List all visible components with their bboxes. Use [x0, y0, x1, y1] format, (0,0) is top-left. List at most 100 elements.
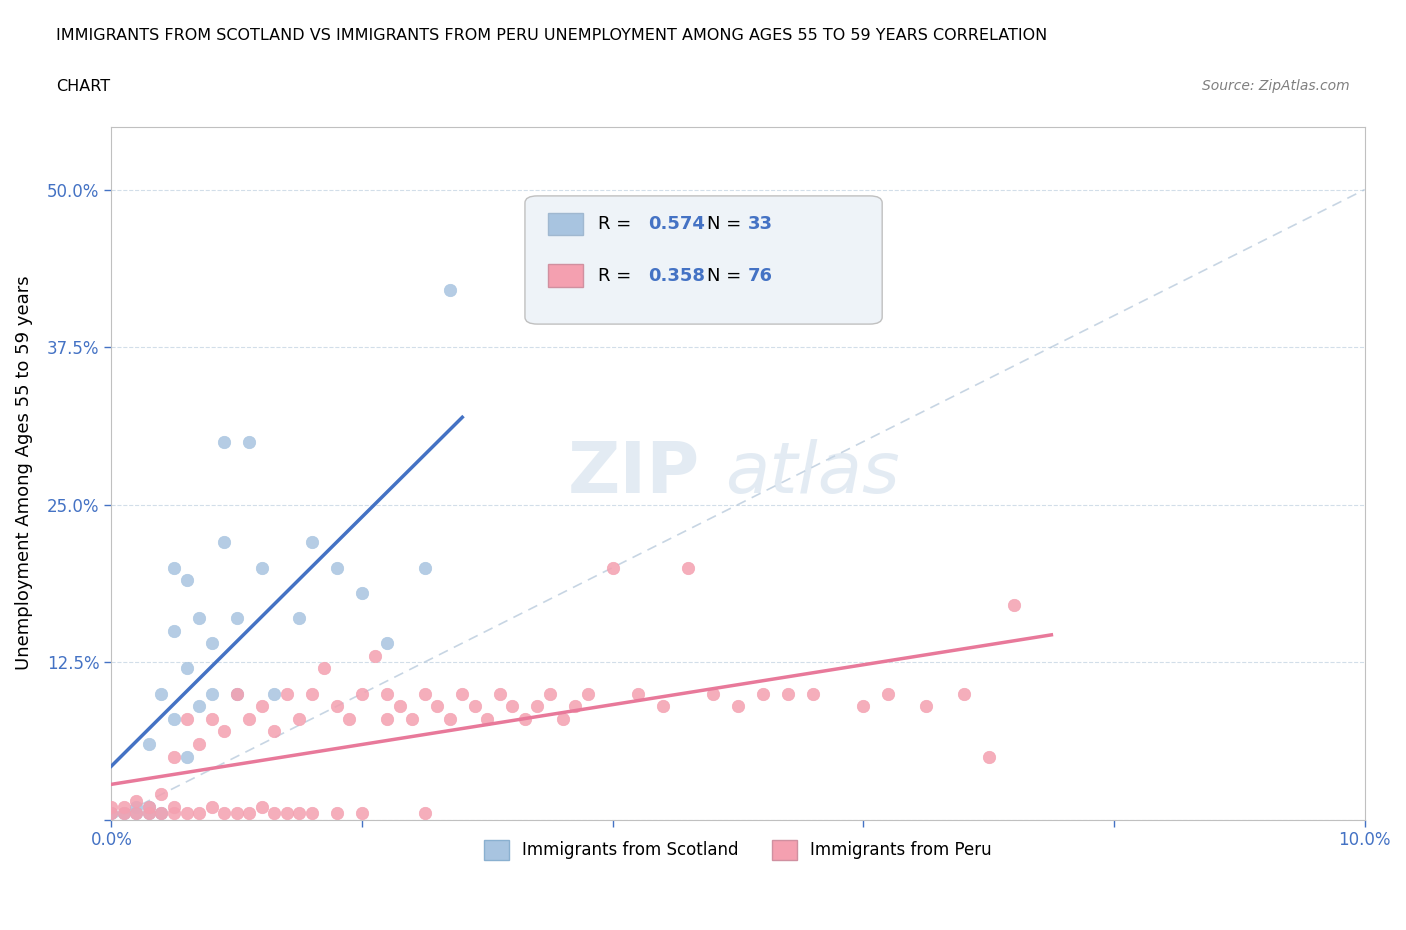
Point	[977, 749, 1000, 764]
Point	[125, 793, 148, 808]
Point	[413, 560, 436, 575]
Point	[602, 560, 624, 575]
Point	[388, 698, 411, 713]
Point	[326, 698, 349, 713]
Point	[538, 686, 561, 701]
Point	[401, 711, 423, 726]
Point	[238, 434, 260, 449]
Legend: Immigrants from Scotland, Immigrants from Peru: Immigrants from Scotland, Immigrants fro…	[477, 833, 998, 867]
Point	[188, 737, 211, 751]
Point	[513, 711, 536, 726]
Point	[150, 686, 173, 701]
Text: CHART: CHART	[56, 79, 110, 94]
Point	[200, 800, 222, 815]
Text: N =: N =	[707, 267, 747, 285]
Point	[350, 686, 373, 701]
Point	[350, 805, 373, 820]
Point	[250, 800, 273, 815]
Point	[138, 805, 160, 820]
Point	[451, 686, 474, 701]
Point	[627, 686, 650, 701]
Point	[852, 698, 875, 713]
Text: atlas: atlas	[725, 439, 900, 508]
Point	[176, 573, 198, 588]
Text: N =: N =	[707, 215, 747, 232]
Point	[238, 805, 260, 820]
Point	[413, 805, 436, 820]
Point	[288, 711, 311, 726]
Point	[100, 800, 122, 815]
Point	[125, 805, 148, 820]
Point	[413, 686, 436, 701]
Point	[778, 686, 800, 701]
Point	[727, 698, 749, 713]
Text: 0.574: 0.574	[648, 215, 704, 232]
Point	[138, 800, 160, 815]
Point	[188, 805, 211, 820]
Point	[464, 698, 486, 713]
Point	[212, 805, 235, 820]
Point	[477, 711, 499, 726]
Point	[276, 686, 298, 701]
Point	[263, 724, 285, 738]
Point	[163, 749, 186, 764]
Point	[288, 610, 311, 625]
Text: R =: R =	[598, 267, 637, 285]
Point	[375, 636, 398, 651]
Point	[176, 661, 198, 676]
Point	[212, 434, 235, 449]
Point	[801, 686, 824, 701]
Point	[138, 737, 160, 751]
Point	[163, 560, 186, 575]
Point	[112, 805, 135, 820]
Point	[326, 560, 349, 575]
Point	[551, 711, 574, 726]
Point	[200, 636, 222, 651]
Point	[439, 283, 461, 298]
Point	[138, 805, 160, 820]
Point	[564, 698, 586, 713]
Point	[952, 686, 974, 701]
Point	[212, 724, 235, 738]
Point	[100, 805, 122, 820]
Point	[350, 585, 373, 600]
Point	[225, 610, 247, 625]
Point	[212, 535, 235, 550]
Point	[526, 698, 548, 713]
Point	[375, 711, 398, 726]
Point	[877, 686, 900, 701]
Point	[125, 800, 148, 815]
Point	[301, 805, 323, 820]
Point	[150, 787, 173, 802]
Point	[439, 711, 461, 726]
Point	[163, 800, 186, 815]
Point	[200, 711, 222, 726]
FancyBboxPatch shape	[524, 196, 882, 324]
Point	[188, 610, 211, 625]
Point	[314, 661, 336, 676]
Point	[375, 686, 398, 701]
Point	[288, 805, 311, 820]
Point	[176, 711, 198, 726]
FancyBboxPatch shape	[547, 213, 582, 234]
Point	[188, 698, 211, 713]
Point	[326, 805, 349, 820]
Text: 76: 76	[748, 267, 773, 285]
Point	[501, 698, 523, 713]
Text: ZIP: ZIP	[568, 439, 700, 508]
Point	[225, 686, 247, 701]
Point	[150, 805, 173, 820]
Point	[250, 698, 273, 713]
Point	[276, 805, 298, 820]
Text: 33: 33	[748, 215, 773, 232]
Point	[702, 686, 724, 701]
Point	[225, 805, 247, 820]
Point	[301, 535, 323, 550]
Point	[915, 698, 938, 713]
Point	[176, 805, 198, 820]
Point	[163, 711, 186, 726]
Point	[676, 560, 699, 575]
Point	[250, 560, 273, 575]
Point	[150, 805, 173, 820]
Point	[138, 800, 160, 815]
